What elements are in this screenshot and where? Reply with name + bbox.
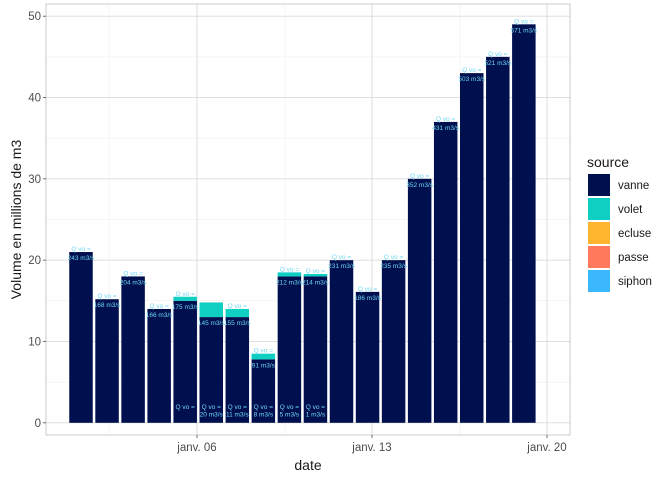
bar-top-label: Q vo = <box>306 268 326 275</box>
legend-swatch-volet <box>588 198 610 220</box>
x-tick-label: janv. 06 <box>176 442 216 454</box>
bar-vanne <box>407 178 432 423</box>
bar-vanne <box>512 24 536 423</box>
bar-vanne <box>277 276 302 423</box>
bar-bottom-label: 1 m3/s <box>306 412 326 419</box>
bar-value-label: 571 m3/s <box>510 27 537 34</box>
legend-title: source <box>587 154 629 170</box>
bar-top-label: Q vo = <box>97 293 117 300</box>
bar-value-label: 166 m3/s <box>146 312 173 319</box>
legend-swatch-passe <box>588 246 610 268</box>
bar-vanne <box>329 260 354 423</box>
bar-volet <box>277 272 302 277</box>
bar-volet <box>251 353 276 360</box>
bar-bottom-label: Q vo = <box>176 404 196 411</box>
legend-label-volet: volet <box>618 204 643 216</box>
legend-label-ecluse: ecluse <box>618 228 651 240</box>
bar-bottom-label: Q vo = <box>202 404 222 411</box>
bar-value-label: 175 m3/s <box>172 304 199 311</box>
bar-volet <box>225 308 250 318</box>
bar-top-label: Q vo = <box>462 67 482 74</box>
bar-value-label: 521 m3/s <box>484 60 511 67</box>
legend-label-siphon: siphon <box>618 276 652 288</box>
bar-value-label: 431 m3/s <box>432 125 459 132</box>
bar-vanne <box>303 276 328 423</box>
bar-value-label: 231 m3/s <box>328 263 355 270</box>
bar-top-label: Q vo = <box>228 303 248 310</box>
bar-vanne <box>251 359 276 423</box>
bar-bottom-label: Q vo = <box>306 404 326 411</box>
bar-value-label: 214 m3/s <box>302 279 329 286</box>
bar-bottom-label: 8 m3/s <box>254 412 274 419</box>
plot-border <box>45 3 571 436</box>
bar-volet <box>199 302 223 318</box>
bar-vanne <box>69 252 93 423</box>
bar-vanne <box>121 276 145 423</box>
bar-value-label: 235 m3/s <box>380 263 407 270</box>
bar-vanne <box>433 121 458 423</box>
bar-value-label: 145 m3/s <box>198 320 225 327</box>
bar-vanne <box>355 291 380 423</box>
bar-top-label: Q vo = <box>488 51 508 58</box>
bar-bottom-label: Q vo = <box>254 404 274 411</box>
bar-volet <box>303 273 328 277</box>
legend-label-vanne: vanne <box>618 180 649 192</box>
bar-top-label: Q vo = <box>436 116 456 123</box>
bar-top-label: Q vo = <box>332 254 352 261</box>
bar-value-label: 204 m3/s <box>120 279 147 286</box>
bar-top-label: Q vo = <box>176 291 196 298</box>
bar-top-label: Q vo = <box>254 348 274 355</box>
y-axis-title: Volume en millions de m3 <box>8 140 24 300</box>
bar-top-label: Q vo = <box>410 173 430 180</box>
bar-vanne <box>199 317 223 423</box>
y-tick-label: 30 <box>28 174 41 186</box>
y-tick-label: 50 <box>28 11 41 23</box>
bar-top-label: Q vo = <box>384 254 404 261</box>
legend-swatch-vanne <box>588 174 610 196</box>
bar-vanne <box>225 317 250 423</box>
legend-swatch-siphon <box>588 270 610 292</box>
bar-vanne <box>381 260 406 423</box>
y-tick-label: 0 <box>35 418 41 430</box>
bar-vanne <box>173 300 197 423</box>
x-tick-label: janv. 13 <box>351 442 391 454</box>
x-axis-title: date <box>294 457 321 473</box>
bar-vanne <box>460 73 484 423</box>
bar-bottom-label: 20 m3/s <box>200 412 224 419</box>
bar-value-label: 243 m3/s <box>68 255 95 262</box>
y-tick-label: 10 <box>28 336 41 348</box>
bar-value-label: 186 m3/s <box>354 295 381 302</box>
bar-top-label: Q vo = <box>280 266 300 273</box>
bar-value-label: 91 m3/s <box>252 362 276 369</box>
bar-vanne <box>95 299 119 423</box>
bar-top-label: Q vo = <box>71 246 91 253</box>
y-tick-label: 20 <box>28 255 41 267</box>
bar-bottom-label: 11 m3/s <box>226 412 249 419</box>
bar-value-label: 155 m3/s <box>224 320 251 327</box>
x-tick-label: janv. 20 <box>526 442 566 454</box>
bar-volet <box>173 296 197 301</box>
bar-top-label: Q vo = <box>123 270 143 277</box>
bar-value-label: 168 m3/s <box>94 302 121 309</box>
bar-bottom-label: Q vo = <box>280 404 300 411</box>
y-tick-label: 40 <box>28 93 41 105</box>
bar-value-label: 352 m3/s <box>406 182 433 189</box>
bar-bottom-label: 5 m3/s <box>280 412 300 419</box>
legend-swatch-ecluse <box>588 222 610 244</box>
bar-value-label: 212 m3/s <box>276 279 303 286</box>
bar-top-label: Q vo = <box>358 286 378 293</box>
bar-vanne <box>486 56 510 423</box>
legend-label-passe: passe <box>618 252 649 264</box>
bar-value-label: 503 m3/s <box>458 76 485 83</box>
bar-top-label: Q vo = <box>514 18 534 25</box>
bar-vanne <box>147 308 171 423</box>
bar-top-label: Q vo = <box>149 303 169 310</box>
bar-bottom-label: Q vo = <box>228 404 248 411</box>
